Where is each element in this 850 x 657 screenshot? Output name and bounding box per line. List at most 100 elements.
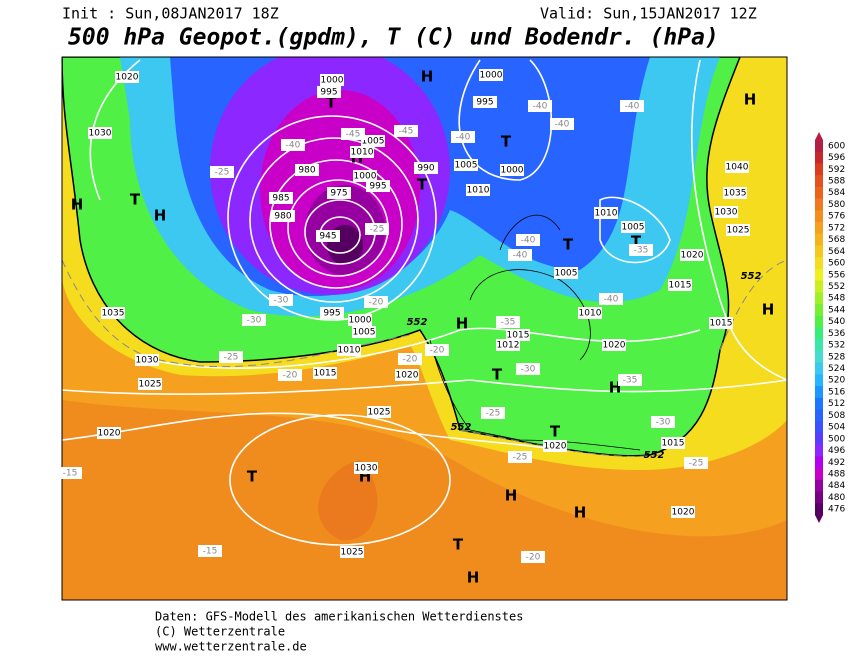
valid-time: Valid: Sun,15JAN2017 12Z — [540, 5, 757, 23]
temperature-label: -25 — [486, 409, 501, 419]
temperature-label: -25 — [689, 459, 704, 469]
colorbar-swatch — [815, 468, 823, 481]
colorbar-swatch — [815, 479, 823, 493]
colorbar-label: 564 — [828, 247, 845, 257]
temperature-label: -40 — [456, 133, 471, 143]
pressure-center: T — [631, 233, 642, 251]
colorbar-swatch — [815, 304, 823, 317]
isobar-label: 995 — [476, 98, 493, 108]
colorbar-swatch — [815, 456, 823, 469]
isobar-label-box — [320, 74, 344, 86]
isobar-label-box — [621, 221, 645, 233]
isobar-label: 1005 — [455, 161, 478, 171]
isobar-label-box — [671, 506, 695, 518]
isobar-label: 995 — [320, 88, 337, 98]
temperature-label-box — [269, 294, 293, 306]
isobar-label: 1000 — [480, 71, 503, 81]
isobar-label: 1015 — [662, 439, 685, 449]
isobar-label-box — [353, 170, 377, 182]
colorbar-swatch — [815, 198, 823, 211]
temperature-label: -25 — [224, 353, 239, 363]
colorbar-label: 484 — [828, 481, 845, 491]
isobar-label-box — [723, 187, 747, 199]
colorbar-label: 476 — [828, 505, 845, 515]
isobar-label: 1025 — [139, 380, 162, 390]
isobar-label-box — [395, 369, 419, 381]
isobar-label: 1000 — [349, 316, 372, 326]
pressure-center: T — [130, 191, 141, 209]
temperature-label: -40 — [604, 295, 619, 305]
isobar-label: 1005 — [622, 223, 645, 233]
footer-url: www.wetterzentrale.de — [155, 640, 307, 654]
isobar-label: 1020 — [672, 508, 695, 518]
temperature-label: -40 — [521, 236, 536, 246]
isobar-label: 1015 — [710, 319, 733, 329]
isobar-label-box — [554, 267, 578, 279]
isobar-label: 1015 — [314, 369, 337, 379]
isobar-label-box — [466, 184, 490, 196]
isobar-label-box — [354, 462, 378, 474]
colorbar-label: 588 — [828, 177, 845, 187]
colorbar-label: 536 — [828, 329, 845, 339]
temperature-label-box — [198, 545, 222, 557]
colorbar-label: 520 — [828, 376, 845, 386]
colorbar-label: 596 — [828, 153, 845, 163]
temperature-label: -30 — [656, 418, 671, 428]
isobar-label-box — [361, 135, 385, 147]
isobar-label: 980 — [274, 212, 291, 222]
isobar-label: 1040 — [726, 163, 749, 173]
isobar-label-box — [366, 180, 390, 192]
isobar-label: 1000 — [354, 172, 377, 182]
colorbar-label: 576 — [828, 212, 845, 222]
colorbar-swatch — [815, 233, 823, 246]
isobar-label: 1030 — [136, 356, 159, 366]
isobar-label: 975 — [330, 189, 347, 199]
temperature-label-box — [516, 234, 540, 246]
colorbar-swatch — [815, 222, 823, 235]
isobar-label-box — [473, 96, 497, 108]
map-frame — [61, 56, 788, 601]
temperature-label-box — [278, 369, 302, 381]
temperature-label: -20 — [283, 371, 298, 381]
temperature-label-box — [599, 293, 623, 305]
colorbar-label: 524 — [828, 364, 845, 374]
pressure-center: T — [247, 468, 258, 486]
isobar-label: 945 — [319, 232, 336, 242]
colorbar-label: 544 — [828, 305, 845, 315]
init-time: Init : Sun,08JAN2017 18Z — [62, 5, 279, 23]
pressure-center: T — [550, 423, 561, 441]
isobar-label: 1000 — [501, 166, 524, 176]
temperature-label: -20 — [403, 355, 418, 365]
colorbar-label: 568 — [828, 235, 845, 245]
temperature-label-box — [508, 451, 532, 463]
colorbar-swatch — [815, 362, 823, 375]
isobar-label: 1025 — [727, 226, 750, 236]
temperature-label-box — [629, 244, 653, 256]
colorbar-label: 496 — [828, 446, 845, 456]
temperature-label: -45 — [399, 127, 414, 137]
temperature-label: -45 — [346, 130, 361, 140]
thickness-552-label: 552 — [407, 317, 428, 328]
isobar-label: 1010 — [467, 186, 490, 196]
map-labels: HTHTTHTHTTHHTHTHHTHTHH102010301000995100… — [58, 68, 774, 587]
temperature-label-box — [481, 407, 505, 419]
isobar-label: 1005 — [362, 137, 385, 147]
colorbar-label: 532 — [828, 341, 845, 351]
isobar-label-box — [327, 187, 351, 199]
colorbar-swatch — [815, 140, 823, 153]
colorbar-label: 592 — [828, 165, 845, 175]
isobar-label-box — [594, 207, 618, 219]
isobar-label-box — [680, 249, 704, 261]
temperature-label: -20 — [526, 553, 541, 563]
thickness-552-label: 552 — [741, 271, 762, 282]
isobar-label-box — [337, 344, 361, 356]
colorbar-swatch — [815, 280, 823, 293]
pressure-center: T — [501, 133, 512, 151]
isobar-label-box — [578, 307, 602, 319]
colorbar-swatch — [815, 386, 823, 399]
colorbar-label: 540 — [828, 317, 845, 327]
colorbar-swatch — [815, 327, 823, 340]
temperature-label-box — [618, 374, 642, 386]
isobar-label-box — [138, 378, 162, 390]
